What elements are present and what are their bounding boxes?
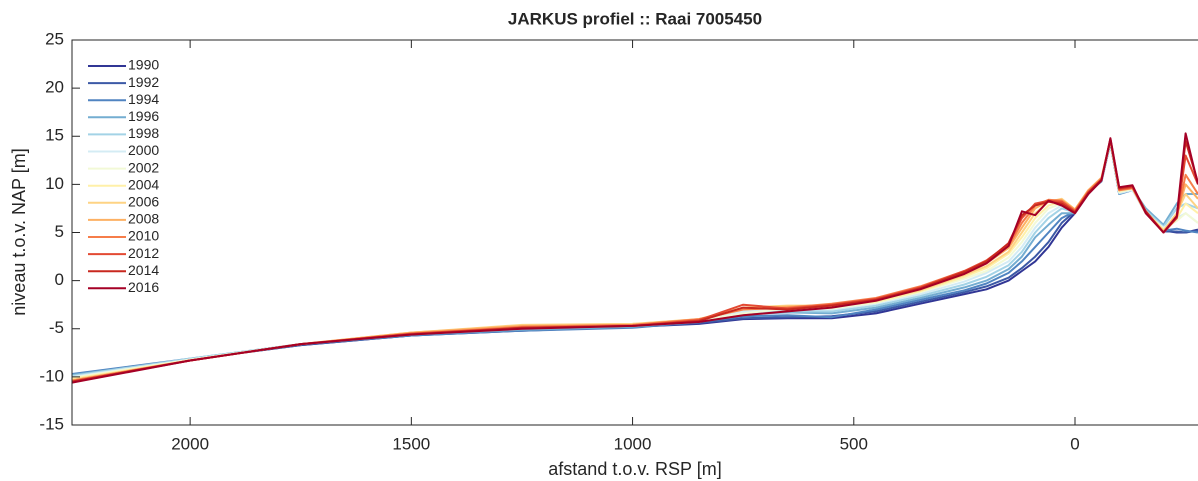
legend-label: 2016: [128, 279, 159, 295]
legend-label: 2014: [128, 262, 159, 278]
legend-label: 2002: [128, 159, 159, 175]
legend-label: 1996: [128, 108, 159, 124]
legend-label: 2008: [128, 211, 159, 227]
y-tick-label: 25: [45, 29, 64, 48]
y-tick-label: 20: [45, 78, 64, 97]
y-tick-label: 15: [45, 126, 64, 145]
chart-title: JARKUS profiel :: Raai 7005450: [508, 9, 762, 28]
y-tick-label: -10: [39, 366, 64, 385]
legend-label: 2004: [128, 176, 159, 192]
legend-label: 1998: [128, 125, 159, 141]
legend-label: 1992: [128, 74, 159, 90]
series-line: [72, 132, 1198, 384]
x-axis-label: afstand t.o.v. RSP [m]: [548, 459, 721, 479]
y-tick-label: 0: [55, 270, 64, 289]
y-tick-label: 10: [45, 174, 64, 193]
plot-area: [72, 132, 1198, 384]
legend-label: 2012: [128, 245, 159, 261]
x-tick-label: 1000: [614, 434, 652, 453]
legend-label: 1990: [128, 57, 159, 73]
legend-label: 2010: [128, 228, 159, 244]
legend-label: 2006: [128, 194, 159, 210]
y-tick-label: -5: [49, 318, 64, 337]
legend-label: 1994: [128, 91, 159, 107]
x-tick-label: 0: [1070, 434, 1079, 453]
y-axis-label: niveau t.o.v. NAP [m]: [9, 148, 29, 315]
x-tick-label: 500: [840, 434, 868, 453]
x-tick-label: 1500: [392, 434, 430, 453]
y-tick-label: 5: [55, 222, 64, 241]
y-tick-label: -15: [39, 414, 64, 433]
x-tick-label: 2000: [171, 434, 209, 453]
legend-label: 2000: [128, 142, 159, 158]
